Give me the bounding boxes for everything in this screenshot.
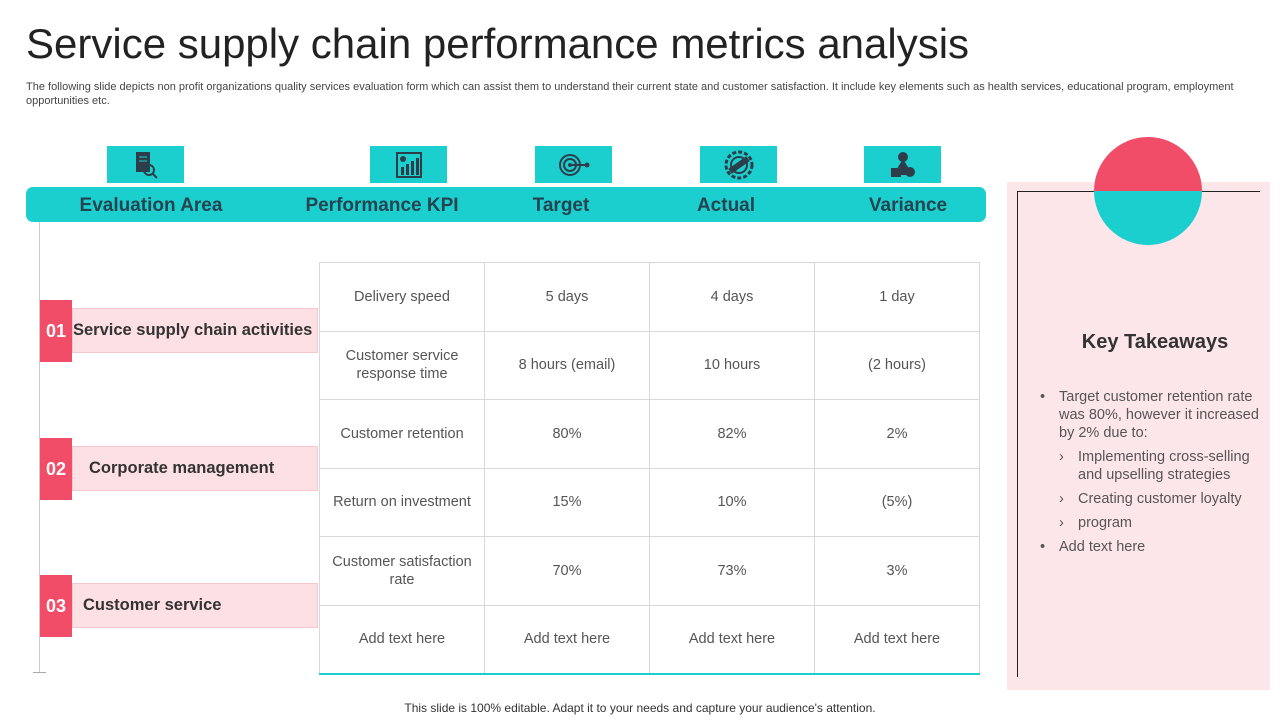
variance-cell: Add text here: [814, 604, 980, 674]
actual-cell: 73%: [649, 536, 815, 606]
kpi-cell: Return on investment: [319, 467, 485, 537]
page-subtitle: The following slide depicts non profit o…: [26, 81, 1234, 107]
kpi-cell: Delivery speed: [319, 262, 485, 332]
area-number: 02: [40, 438, 72, 500]
header-performance-kpi: Performance KPI: [305, 195, 459, 216]
variance-cell: 2%: [814, 399, 980, 469]
table-row: Return on investment 15% 10% (5%): [319, 467, 980, 537]
document-search-icon: [107, 146, 184, 183]
takeaway-item: Implementing cross-selling and upselling…: [1040, 448, 1268, 484]
metrics-table: Delivery speed 5 days 4 days 1 day Customer …: [319, 262, 980, 675]
variance-cell: (5%): [814, 467, 980, 537]
table-row: Customer satisfaction rate 70% 73% 3%: [319, 536, 980, 606]
chart-growth-icon: [370, 146, 447, 183]
table-row: Customer retention 80% 82% 2%: [319, 399, 980, 469]
takeaways-list: Target customer retention rate was 80%, …: [1040, 388, 1268, 562]
page-title: Service supply chain performance metrics…: [26, 20, 970, 67]
header-variance: Variance: [868, 195, 948, 216]
area-label: Corporate management: [72, 446, 318, 491]
actual-cell: 10%: [649, 467, 815, 537]
actual-cell: 82%: [649, 399, 815, 469]
kpi-cell: Customer service response time: [319, 330, 485, 400]
header-target: Target: [532, 195, 590, 216]
actual-stamp-icon: [700, 146, 777, 183]
target-cell: 8 hours (email): [484, 330, 650, 400]
footer-note: This slide is 100% editable. Adapt it to…: [404, 701, 876, 715]
table-row: Add text here Add text here Add text here A…: [319, 604, 980, 674]
actual-cell: Add text here: [649, 604, 815, 674]
area-number: 01: [40, 300, 72, 362]
decorative-circle: [1094, 137, 1202, 245]
timeline-line: [39, 222, 40, 672]
header-evaluation-area: Evaluation Area: [79, 195, 223, 216]
takeaway-item: program: [1040, 514, 1268, 532]
target-cell: Add text here: [484, 604, 650, 674]
panel-border-left: [1017, 191, 1018, 677]
actual-cell: 10 hours: [649, 330, 815, 400]
area-label: Customer service: [72, 583, 318, 628]
target-cell: 70%: [484, 536, 650, 606]
variance-cell: (2 hours): [814, 330, 980, 400]
area-label: Service supply chain activities: [72, 308, 318, 353]
kpi-cell: Customer retention: [319, 399, 485, 469]
table-row: Customer service response time 8 hours (e…: [319, 330, 980, 400]
variance-cell: 1 day: [814, 262, 980, 332]
takeaway-item: Creating customer loyalty: [1040, 490, 1268, 508]
area-number: 03: [40, 575, 72, 637]
target-cell: 80%: [484, 399, 650, 469]
header-bar: [26, 187, 986, 222]
target-cell: 15%: [484, 467, 650, 537]
header-actual: Actual: [696, 195, 756, 216]
variance-cell: 3%: [814, 536, 980, 606]
kpi-cell: Customer satisfaction rate: [319, 536, 485, 606]
takeaway-item: Add text here: [1040, 538, 1268, 556]
kpi-cell: Add text here: [319, 604, 485, 674]
table-row: Delivery speed 5 days 4 days 1 day: [319, 262, 980, 332]
timeline-end-tick: [33, 672, 46, 673]
target-cell: 5 days: [484, 262, 650, 332]
takeaways-title: Key Takeaways: [1081, 331, 1229, 353]
takeaway-item: Target customer retention rate was 80%, …: [1040, 388, 1268, 442]
shapes-icon: [864, 146, 941, 183]
actual-cell: 4 days: [649, 262, 815, 332]
target-icon: [535, 146, 612, 183]
